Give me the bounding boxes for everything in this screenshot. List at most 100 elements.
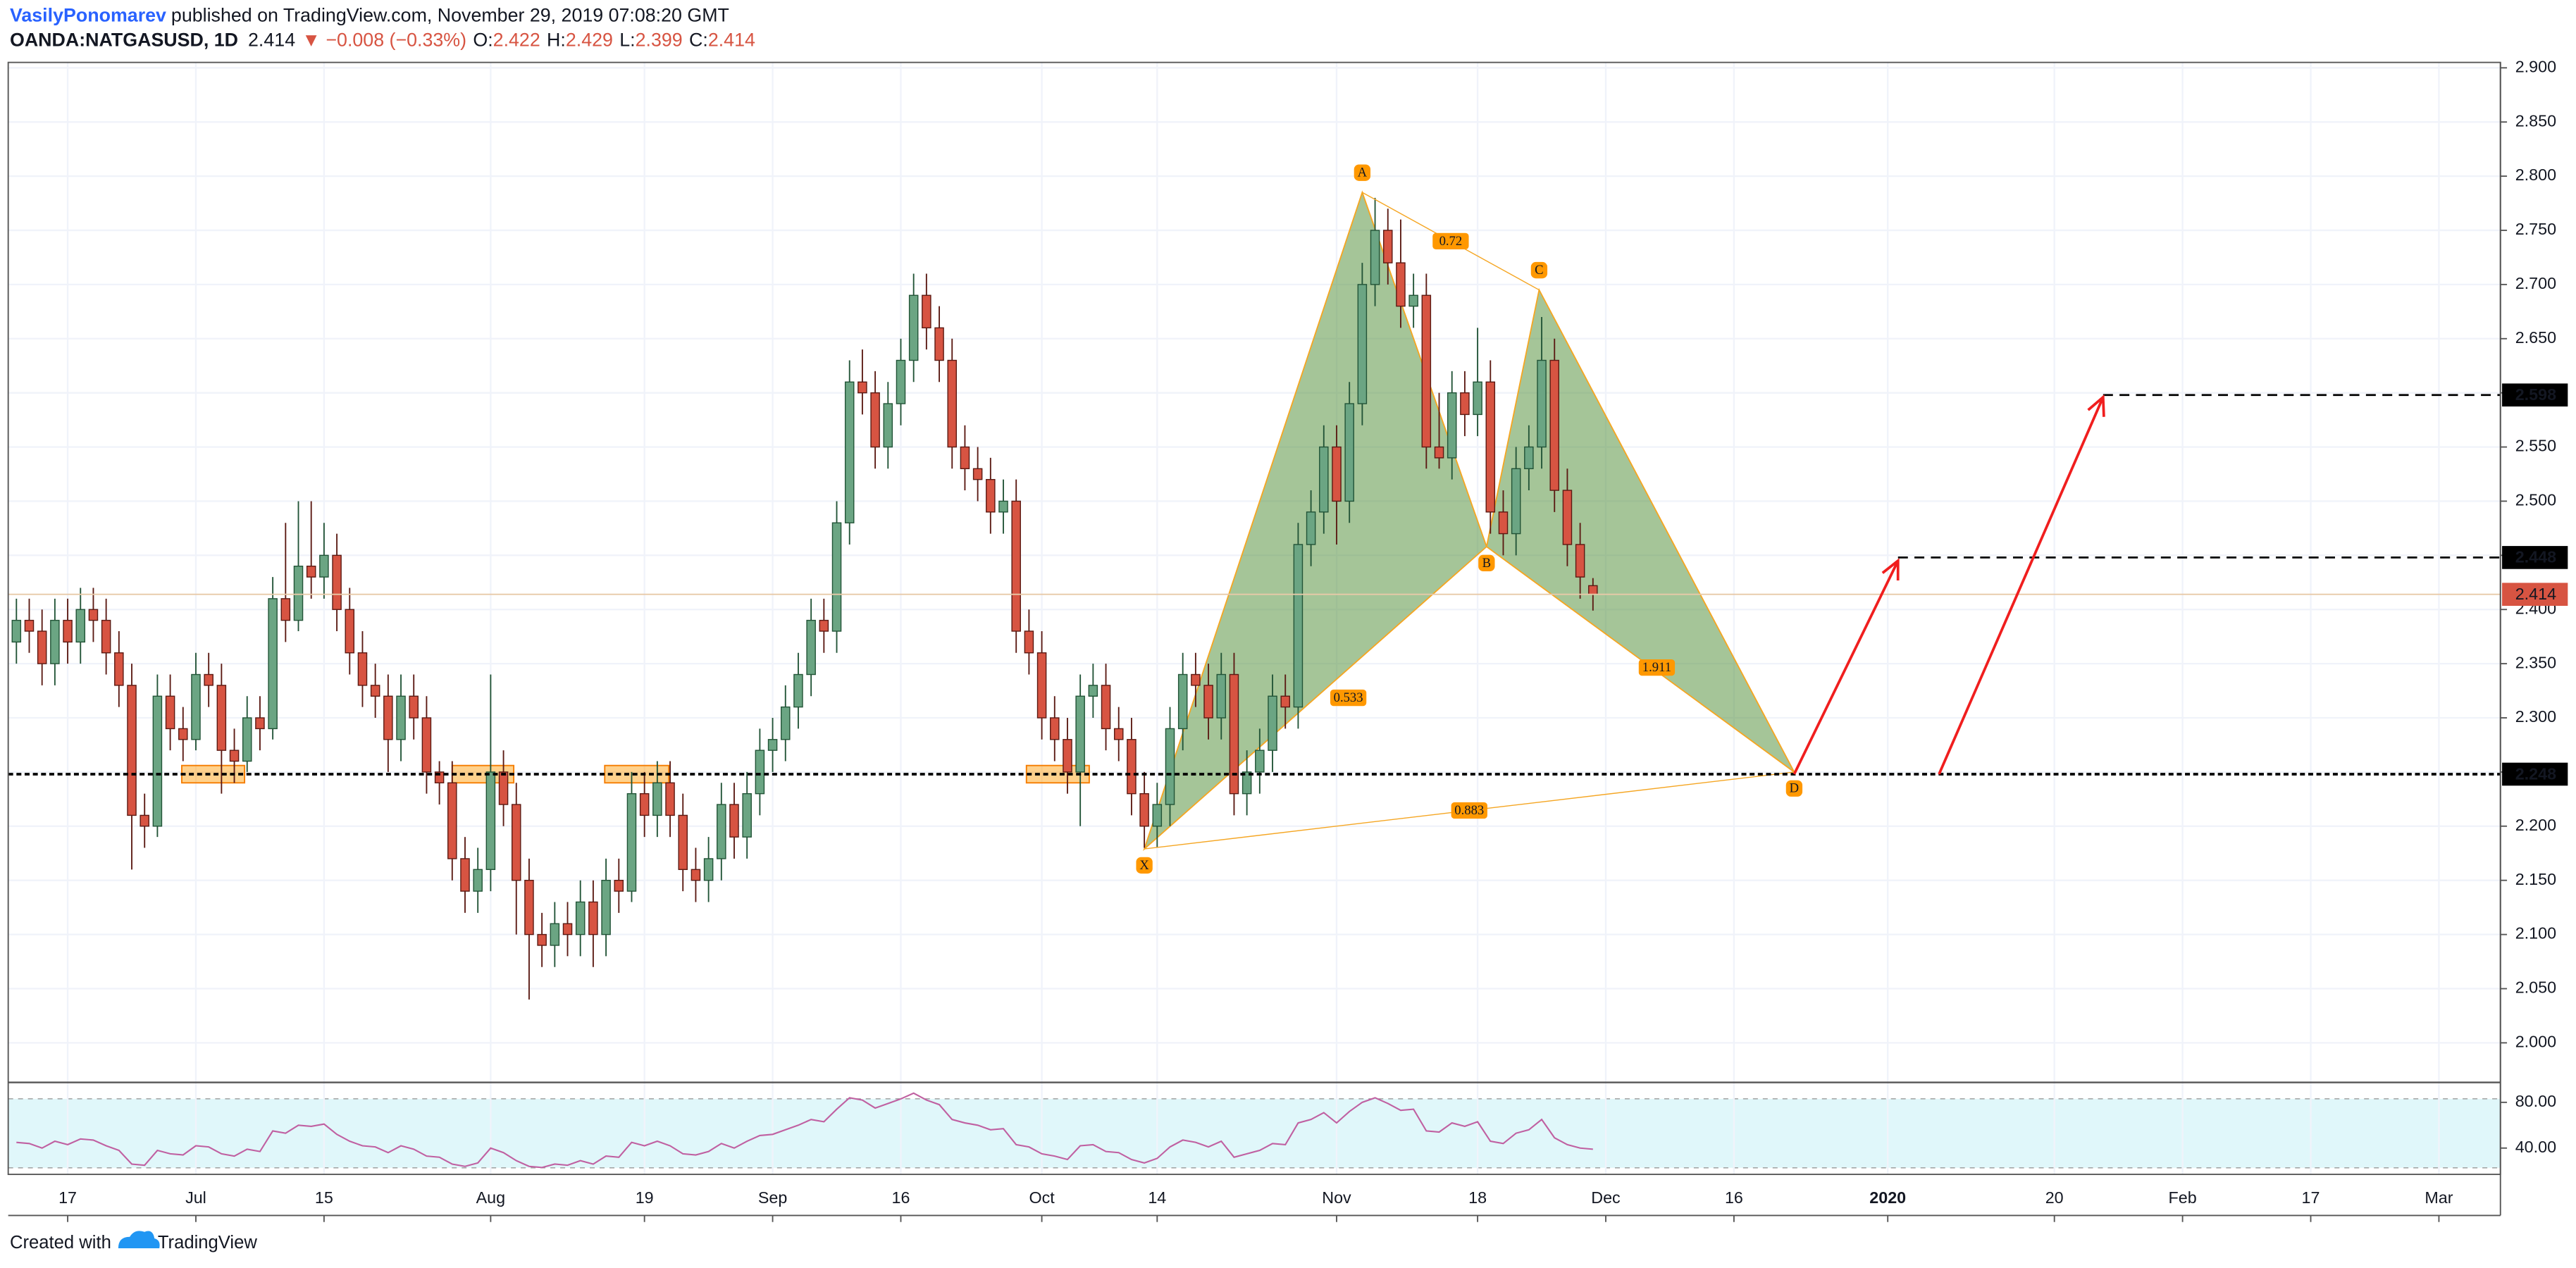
last-price-label: 2.414 — [2515, 585, 2556, 603]
candle-body — [755, 750, 765, 795]
candle-body — [922, 294, 931, 329]
candle-body — [998, 500, 1008, 513]
candle-body — [831, 522, 842, 632]
candle-body — [1165, 728, 1175, 805]
point-label: C — [1535, 263, 1543, 278]
candle-body — [1537, 359, 1547, 448]
candle-body — [332, 554, 342, 610]
level-box — [2502, 546, 2568, 569]
candle-body — [1036, 652, 1047, 719]
y-tick-label: 2.000 — [2515, 1033, 2556, 1051]
x-tick-label: 18 — [1468, 1188, 1487, 1207]
ratio-box — [1432, 232, 1469, 250]
candle-body — [1024, 630, 1034, 654]
candle-body — [1203, 685, 1213, 719]
author: VasilyPonomarev — [10, 4, 166, 25]
candle-body — [1101, 685, 1111, 730]
candle-body — [1152, 804, 1163, 827]
y-tick-label: 2.100 — [2515, 924, 2556, 943]
candle-body — [165, 695, 175, 730]
candle-body — [1139, 792, 1149, 827]
candle-body — [1357, 284, 1368, 404]
candle-body — [1421, 294, 1432, 448]
candle-body — [319, 554, 329, 578]
candle-body — [191, 673, 201, 740]
point-label: D — [1790, 781, 1799, 796]
candle-body — [883, 403, 893, 448]
point-box — [1478, 554, 1495, 572]
x-tick-label: 15 — [315, 1188, 333, 1207]
ratio-label: 0.533 — [1334, 690, 1363, 705]
candle-body — [370, 685, 380, 697]
y-tick-label: 2.900 — [2515, 57, 2556, 75]
candle-body — [601, 879, 611, 936]
ohlc-label: L: — [619, 29, 635, 50]
candle-body — [1268, 695, 1277, 751]
candle-body — [1319, 446, 1329, 513]
candle-body — [1306, 511, 1316, 545]
x-tick-label: 19 — [636, 1188, 654, 1207]
candle-body — [742, 792, 752, 838]
candle-body — [50, 619, 60, 664]
candle-body — [75, 609, 86, 643]
candle-body — [691, 869, 701, 881]
candle-body — [1241, 771, 1252, 795]
candle-body — [268, 598, 278, 730]
candle-body — [1511, 468, 1521, 535]
candle-body — [1485, 381, 1496, 513]
y-tick-label: 2.550 — [2515, 437, 2556, 455]
candle-body — [473, 869, 483, 892]
x-tick-label: Mar — [2425, 1188, 2453, 1207]
y-tick-label: 2.050 — [2515, 978, 2556, 997]
candle-body — [908, 294, 919, 361]
candle-body — [101, 619, 111, 654]
candle-body — [1011, 500, 1021, 632]
candle-body — [819, 619, 829, 632]
candle-body — [37, 630, 47, 664]
footer-brand: TradingView — [158, 1233, 258, 1253]
ohlc-label: C: — [689, 29, 708, 50]
candle-body — [127, 685, 137, 816]
level-label: 2.448 — [2515, 548, 2556, 566]
ohlc-value: 2.399 — [636, 29, 683, 50]
y-tick-label: 2.200 — [2515, 816, 2556, 834]
candle-body — [1063, 739, 1072, 773]
candle-body — [280, 598, 291, 621]
candle-body — [1088, 685, 1098, 697]
symbol: OANDA:NATGASUSD, 1D — [10, 29, 238, 50]
candle-body — [717, 804, 726, 859]
x-tick-label: Oct — [1029, 1188, 1055, 1207]
candle-body — [1344, 403, 1354, 502]
x-tick-label: Nov — [1322, 1188, 1351, 1207]
candle-body — [1460, 392, 1470, 416]
publish-line: VasilyPonomarev published on TradingView.… — [10, 4, 729, 25]
candle-body — [947, 359, 958, 448]
candle-body — [511, 804, 521, 881]
ratio-box — [1451, 802, 1487, 819]
candle-body — [781, 706, 791, 740]
x-tick-label: Dec — [1591, 1188, 1621, 1207]
level-label: 2.248 — [2515, 764, 2556, 783]
ohlc-value: 2.414 — [708, 29, 755, 50]
candle-body — [857, 381, 867, 394]
brand-logo — [118, 1231, 160, 1249]
y-tick-label: 2.750 — [2515, 220, 2556, 238]
candle-body — [1498, 511, 1509, 535]
x-tick-label: 17 — [2302, 1188, 2320, 1207]
candle-body — [409, 695, 419, 719]
candle-body — [63, 619, 73, 643]
candle-body — [806, 619, 816, 676]
published: published on TradingView.com, November 2… — [171, 4, 729, 25]
point-label: X — [1139, 858, 1149, 873]
candle-body — [1575, 544, 1585, 578]
candle-body — [1549, 359, 1559, 491]
candle-body — [242, 717, 252, 762]
candle-body — [896, 359, 906, 404]
candle-body — [1229, 673, 1239, 795]
x-tick-label: 2020 — [1869, 1188, 1906, 1207]
candle-body — [844, 381, 855, 523]
y-tick-label: 2.650 — [2515, 328, 2556, 347]
pattern-bcd — [1485, 287, 1795, 773]
candle-body — [485, 771, 496, 871]
